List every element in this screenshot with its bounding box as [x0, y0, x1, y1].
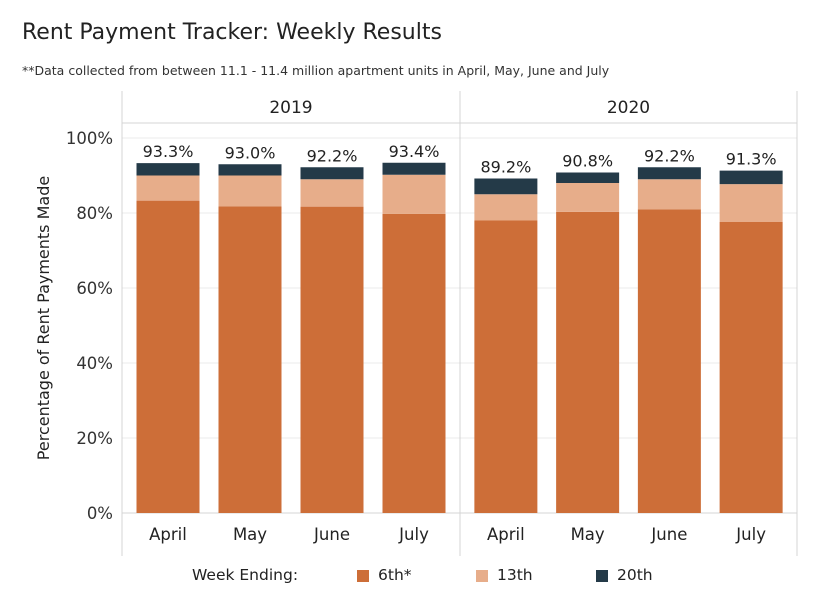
y-tick-label: 100%	[66, 129, 113, 148]
bar-segment-13th-2019-May	[218, 175, 282, 207]
x-tick-label: July	[398, 525, 429, 544]
bar-segment-6th-2020-June	[637, 209, 701, 513]
bar-segment-13th-2020-July	[719, 184, 783, 222]
legend-title: Week Ending:	[192, 566, 299, 584]
y-axis-label: Percentage of Rent Payments Made	[34, 176, 53, 460]
y-tick-label: 0%	[87, 504, 113, 523]
total-label: 93.0%	[225, 143, 276, 162]
y-tick-label: 40%	[76, 354, 113, 373]
bar-segment-6th-2020-July	[719, 222, 783, 513]
y-tick-label: 20%	[76, 429, 113, 448]
x-tick-label: April	[149, 525, 187, 544]
panel-header-2019: 2019	[269, 98, 312, 118]
legend-label-13th: 13th	[497, 566, 533, 584]
bar-segment-20th-2019-July	[382, 162, 446, 175]
bar-segment-13th-2020-June	[637, 179, 701, 210]
x-tick-label: June	[313, 525, 350, 544]
legend-swatch-13th	[476, 570, 488, 582]
x-tick-label: July	[735, 525, 766, 544]
x-tick-label: April	[487, 525, 525, 544]
legend-swatch-20th	[596, 570, 608, 582]
x-tick-label: May	[233, 525, 267, 544]
bar-segment-20th-2019-May	[218, 164, 282, 176]
bar-segment-20th-2020-April	[474, 178, 538, 195]
bar-segment-13th-2019-July	[382, 174, 446, 214]
total-label: 92.2%	[644, 146, 695, 165]
bar-segment-13th-2019-April	[136, 175, 200, 201]
x-tick-label: May	[571, 525, 605, 544]
panel-header-2020: 2020	[607, 98, 650, 118]
legend-label-6th: 6th*	[378, 566, 412, 584]
bar-segment-13th-2020-May	[556, 183, 620, 212]
chart-title: Rent Payment Tracker: Weekly Results	[22, 20, 442, 45]
bar-segment-13th-2019-June	[300, 179, 364, 207]
bar-segment-20th-2020-June	[637, 167, 701, 180]
total-label: 93.4%	[389, 142, 440, 161]
bar-segment-6th-2019-July	[382, 213, 446, 513]
bar-segment-13th-2020-April	[474, 194, 538, 221]
x-tick-label: June	[650, 525, 687, 544]
bar-segment-20th-2019-April	[136, 163, 200, 176]
legend-swatch-6th	[357, 570, 369, 582]
legend: Week Ending: 6th* 13th 20th	[0, 566, 829, 590]
legend-label-20th: 20th	[617, 566, 653, 584]
bar-segment-6th-2019-April	[136, 200, 200, 513]
total-label: 90.8%	[562, 152, 613, 171]
chart-subtitle: **Data collected from between 11.1 - 11.…	[22, 63, 610, 78]
total-label: 92.2%	[307, 146, 358, 165]
total-label: 91.3%	[726, 150, 777, 169]
bar-segment-6th-2020-April	[474, 220, 538, 513]
total-label: 93.3%	[143, 142, 194, 161]
bar-segment-20th-2020-July	[719, 170, 783, 185]
bar-segment-6th-2020-May	[556, 211, 620, 513]
total-label: 89.2%	[480, 158, 531, 177]
y-tick-label: 80%	[76, 204, 113, 223]
y-tick-label: 60%	[76, 279, 113, 298]
bar-segment-6th-2019-May	[218, 206, 282, 513]
bar-segment-6th-2019-June	[300, 206, 364, 513]
bar-segment-20th-2019-June	[300, 167, 364, 180]
bar-segment-20th-2020-May	[556, 172, 620, 183]
